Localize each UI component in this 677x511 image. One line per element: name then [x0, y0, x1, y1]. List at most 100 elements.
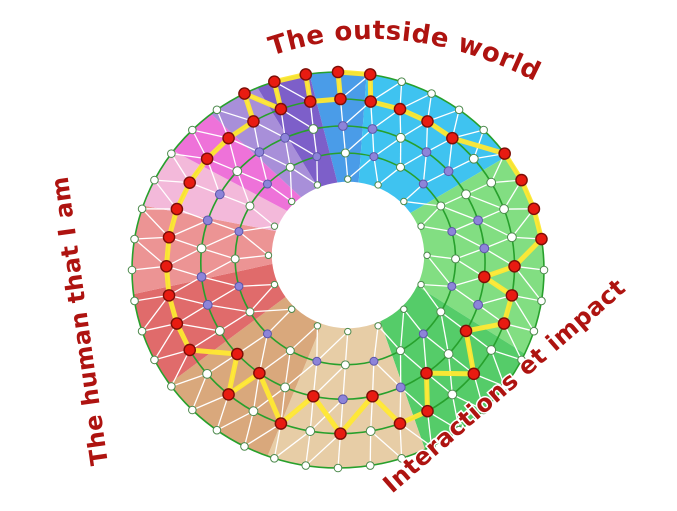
mesh-line	[465, 193, 505, 210]
mesh-line	[235, 254, 269, 260]
mesh-line	[216, 410, 254, 431]
white-node	[333, 463, 343, 473]
white-node	[529, 326, 539, 336]
purple-node	[367, 124, 378, 134]
mesh-line	[141, 294, 170, 332]
white-node	[167, 382, 176, 391]
torus-group	[127, 65, 549, 473]
purple-node	[202, 215, 213, 226]
mesh-line	[252, 373, 261, 412]
white-node	[344, 327, 352, 336]
mesh-line	[153, 323, 178, 361]
white-node	[240, 442, 249, 451]
red-node	[393, 102, 407, 116]
red-node	[363, 68, 377, 81]
mesh-line	[344, 128, 373, 154]
red-node	[200, 152, 214, 166]
red-node	[334, 92, 347, 106]
mesh-line	[267, 183, 293, 202]
mesh-line	[340, 73, 371, 100]
mesh-line	[289, 325, 318, 352]
white-node	[486, 177, 497, 188]
white-node	[400, 305, 408, 313]
mesh-line	[284, 137, 318, 158]
red-node	[268, 75, 281, 88]
mesh-line	[238, 231, 269, 256]
mesh-line	[258, 333, 269, 374]
white-node	[188, 405, 197, 415]
red-node	[446, 131, 459, 145]
white-node	[517, 355, 526, 365]
mesh-line	[274, 81, 311, 103]
mesh-line	[219, 311, 251, 332]
mesh-line	[312, 364, 346, 397]
mesh-line	[373, 156, 379, 186]
purple-node	[262, 329, 272, 339]
red-node	[527, 202, 541, 216]
mesh-line	[284, 360, 318, 388]
mesh-line	[249, 308, 292, 313]
white-node	[270, 454, 279, 463]
white-node	[150, 355, 159, 365]
white-node	[287, 197, 296, 206]
red-node	[421, 404, 434, 418]
white-node	[374, 322, 382, 330]
purple-node	[338, 121, 348, 131]
red-node	[331, 65, 345, 79]
red-node	[274, 417, 288, 430]
white-node	[264, 251, 273, 260]
mesh-line	[440, 311, 450, 355]
white-node	[305, 426, 316, 436]
red-node	[505, 289, 519, 302]
purple-node	[312, 356, 322, 366]
red-node	[467, 367, 481, 381]
white-node	[230, 254, 240, 264]
mesh-line	[484, 236, 513, 249]
mesh-line	[452, 393, 484, 411]
sector-green-mid	[380, 285, 525, 450]
mesh-line	[236, 170, 251, 207]
mesh-line	[201, 258, 236, 278]
mesh-line	[342, 364, 347, 400]
white-node	[313, 322, 322, 330]
mesh-line	[344, 331, 349, 365]
red-node	[230, 347, 244, 361]
white-node	[395, 346, 405, 356]
purple-node	[254, 147, 265, 157]
mesh-line	[426, 254, 456, 260]
white-node	[365, 426, 376, 436]
white-node	[486, 345, 497, 355]
mesh-line	[284, 137, 291, 168]
red-node	[477, 270, 491, 284]
mesh-line	[134, 238, 167, 267]
red-node	[393, 417, 407, 430]
mesh-line	[237, 170, 268, 185]
white-node	[130, 296, 139, 306]
white-node	[188, 125, 197, 135]
purple-node	[262, 179, 272, 189]
white-node	[245, 307, 255, 317]
purple-node	[447, 227, 457, 237]
white-node	[454, 425, 464, 435]
red-node	[183, 176, 197, 189]
mesh-line	[316, 331, 349, 362]
mesh-line	[477, 219, 513, 238]
white-node	[167, 149, 176, 158]
white-node	[365, 461, 375, 470]
mesh-line	[216, 109, 254, 123]
mesh-line	[400, 151, 427, 168]
white-node	[196, 243, 207, 254]
white-node	[270, 222, 279, 230]
mesh-line	[176, 322, 220, 332]
red-node	[253, 366, 266, 380]
white-node	[344, 175, 352, 183]
mesh-line	[422, 152, 428, 185]
red-node	[238, 87, 251, 100]
mesh-line	[243, 411, 255, 447]
white-node	[232, 166, 243, 177]
white-node	[270, 280, 279, 289]
red-node	[247, 115, 260, 128]
mesh-line	[244, 422, 282, 447]
red-node	[459, 324, 473, 338]
red-node	[170, 317, 184, 330]
